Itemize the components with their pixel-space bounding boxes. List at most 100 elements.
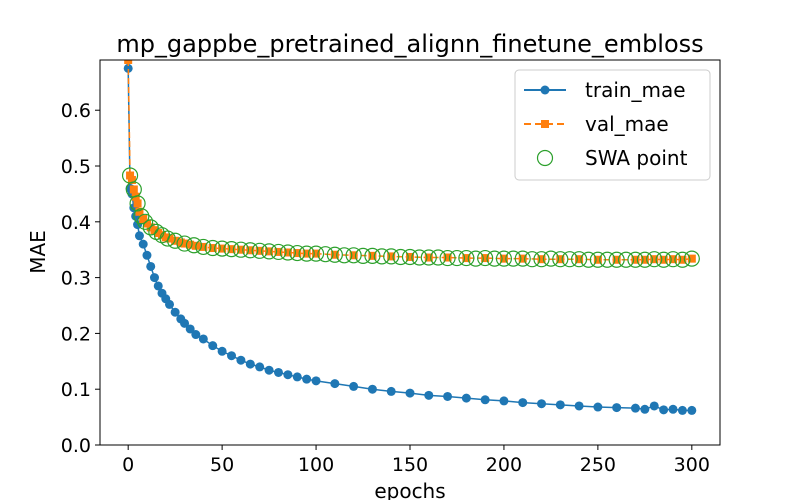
val-mae-point	[499, 254, 508, 263]
swa-point	[561, 251, 578, 268]
val-mae-point	[246, 246, 255, 255]
x-tick-label: 300	[674, 454, 710, 476]
swa-point	[289, 244, 306, 262]
train-mae-point	[687, 405, 697, 415]
val-mae-point	[406, 252, 414, 261]
val-mae-point	[462, 254, 471, 263]
val-mae-point	[283, 248, 292, 257]
swa-point	[242, 242, 259, 259]
train-mae-point	[612, 403, 622, 413]
y-axis-ticks: 0.0 0.1 0.2 0.3 0.4 0.5 0.6	[61, 100, 100, 457]
swa-point	[636, 251, 653, 268]
val-mae-point	[669, 255, 678, 264]
swa-point	[270, 243, 287, 261]
train-mae-point	[185, 324, 195, 334]
y-tick-label: 0.3	[61, 268, 91, 290]
swa-point	[260, 243, 278, 260]
swa-point	[599, 251, 616, 268]
swa-point	[467, 250, 484, 267]
val-mae-point	[518, 254, 527, 263]
swa-point	[411, 249, 428, 266]
legend-swa-label: SWA point	[585, 146, 688, 170]
val-mae-point	[236, 245, 245, 254]
val-mae-point	[481, 254, 490, 263]
train-mae-point	[170, 307, 180, 317]
train-mae-point	[330, 379, 340, 389]
val-mae-point	[312, 249, 321, 258]
swa-point	[674, 251, 691, 268]
swa-point	[383, 248, 400, 265]
plot-frame	[99, 59, 721, 446]
val-mae-point	[640, 255, 649, 264]
swa-point	[326, 246, 343, 263]
train-mae-point	[292, 372, 302, 382]
val-mae-point	[180, 239, 189, 248]
swa-point	[514, 250, 531, 267]
swa-point	[608, 251, 625, 268]
legend-val-label: val_mae	[585, 112, 669, 136]
x-tick-label: 200	[486, 454, 522, 476]
swa-point	[307, 245, 325, 262]
legend-val-marker	[541, 120, 549, 128]
legend-train-label: train_mae	[585, 78, 686, 102]
swa-point	[495, 250, 513, 267]
swa-point	[655, 251, 672, 268]
swa-point	[430, 249, 447, 266]
val-mae-point	[133, 199, 142, 208]
train-mae-point	[386, 386, 396, 396]
swa-point	[317, 246, 334, 263]
train-mae-point	[311, 376, 321, 386]
swa-point	[542, 250, 560, 267]
val-mae-point	[424, 253, 433, 262]
val-mae-point	[349, 251, 358, 260]
train-mae-point	[367, 384, 377, 394]
swa-point	[683, 250, 700, 267]
train-mae-point	[668, 404, 678, 414]
val-mae-point	[575, 255, 584, 264]
val-mae-point	[330, 250, 339, 259]
chart-title: mp_gappbe_pretrained_alignn_finetune_emb…	[116, 30, 703, 58]
val-mae-point	[208, 244, 217, 253]
swa-point	[354, 247, 372, 264]
swa-point	[298, 245, 315, 262]
train-mae-point	[149, 273, 159, 283]
train-mae-point	[191, 330, 201, 340]
val-mae-point	[387, 252, 396, 261]
train-mae-point	[217, 346, 227, 356]
val-mae-point	[650, 255, 659, 264]
val-mae-point	[293, 249, 302, 258]
train-mae-point	[593, 402, 603, 412]
plot-marks	[121, 60, 700, 415]
swa-point	[364, 247, 381, 264]
train-mae-point	[134, 231, 144, 241]
val-mae-point	[139, 215, 148, 224]
train-mae-point	[555, 400, 565, 410]
swa-point	[477, 249, 494, 267]
swa-point	[142, 219, 159, 236]
swa-point	[505, 250, 522, 267]
train-mae-point	[180, 318, 190, 328]
legend-frame	[514, 69, 711, 181]
train-mae-point	[640, 404, 650, 414]
swa-point	[580, 251, 597, 268]
swa-point	[373, 248, 390, 265]
val-mae-point	[127, 175, 136, 184]
y-tick-label: 0.0	[61, 435, 91, 457]
train-mae-point	[677, 405, 687, 415]
swa-point	[223, 241, 240, 258]
swa-point	[486, 250, 503, 267]
swa-point	[185, 237, 203, 254]
train-mae-point	[349, 381, 359, 391]
swa-point	[392, 248, 409, 266]
train-mae-point	[153, 281, 163, 291]
val-mae-point	[186, 240, 195, 249]
swa-point	[533, 251, 550, 268]
train-mae-point	[424, 390, 434, 400]
train-mae-point	[537, 399, 547, 409]
train-mae-point	[302, 374, 312, 384]
train-mae-point	[443, 391, 453, 401]
y-tick-label: 0.6	[61, 100, 91, 122]
swa-point	[214, 240, 231, 257]
val-mae-point	[443, 253, 452, 262]
